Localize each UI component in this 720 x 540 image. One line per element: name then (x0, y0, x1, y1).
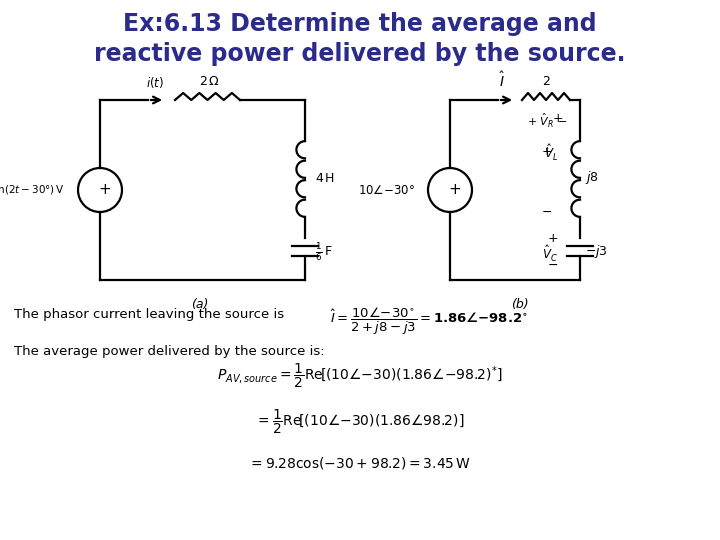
Text: $\hat{V}_C$: $\hat{V}_C$ (542, 244, 558, 264)
Text: $+$: $+$ (541, 145, 552, 158)
Text: $\hat{I}$: $\hat{I}$ (499, 71, 505, 90)
Text: $i(t)$: $i(t)$ (146, 75, 164, 90)
Text: $P_{AV,source} = \dfrac{1}{2}\mathrm{Re}\!\left[(10\angle{-30})(1.86\angle{-98.2: $P_{AV,source} = \dfrac{1}{2}\mathrm{Re}… (217, 362, 503, 390)
Text: 2: 2 (542, 75, 550, 88)
Text: $\hat{I} = \dfrac{10\angle{-30^{\circ}}}{2 + j8 - j3} = \mathbf{1.86\angle{-98.2: $\hat{I} = \dfrac{10\angle{-30^{\circ}}}… (330, 306, 528, 337)
Text: (b): (b) (511, 298, 528, 311)
Text: $= 9.28\cos(-30 + 98.2) = 3.45\,\mathrm{W}$: $= 9.28\cos(-30 + 98.2) = 3.45\,\mathrm{… (248, 455, 472, 471)
Text: +: + (99, 183, 112, 198)
Text: $10\angle{-30°}$: $10\angle{-30°}$ (358, 184, 415, 197)
Text: Ex:6.13 Determine the average and: Ex:6.13 Determine the average and (123, 12, 597, 36)
Text: $j8$: $j8$ (585, 170, 599, 186)
Text: $-$: $-$ (547, 258, 558, 271)
Text: $\frac{1}{6}\,\mathrm{F}$: $\frac{1}{6}\,\mathrm{F}$ (315, 241, 333, 263)
Text: $4\,\mathrm{H}$: $4\,\mathrm{H}$ (315, 172, 336, 185)
Text: $+$: $+$ (552, 112, 564, 125)
Text: The average power delivered by the source is:: The average power delivered by the sourc… (14, 345, 325, 358)
Text: $+\;\hat{V}_R\;-$: $+\;\hat{V}_R\;-$ (527, 112, 568, 130)
Text: $= \dfrac{1}{2}\mathrm{Re}\!\left[(10\angle{-30})(1.86\angle{98.2})\right]$: $= \dfrac{1}{2}\mathrm{Re}\!\left[(10\an… (256, 408, 464, 436)
Text: reactive power delivered by the source.: reactive power delivered by the source. (94, 42, 626, 66)
Text: $2\,\Omega$: $2\,\Omega$ (199, 75, 220, 88)
Text: $-j3$: $-j3$ (585, 242, 608, 260)
Text: $\hat{V}_L$: $\hat{V}_L$ (544, 143, 558, 163)
Text: +: + (449, 183, 462, 198)
Text: $-$: $-$ (541, 205, 552, 218)
Text: (a): (a) (192, 298, 209, 311)
Text: $+$: $+$ (546, 232, 558, 245)
Text: The phasor current leaving the source is: The phasor current leaving the source is (14, 308, 284, 321)
Text: $10\sin(2t-30°)\,\mathrm{V}$: $10\sin(2t-30°)\,\mathrm{V}$ (0, 184, 65, 197)
